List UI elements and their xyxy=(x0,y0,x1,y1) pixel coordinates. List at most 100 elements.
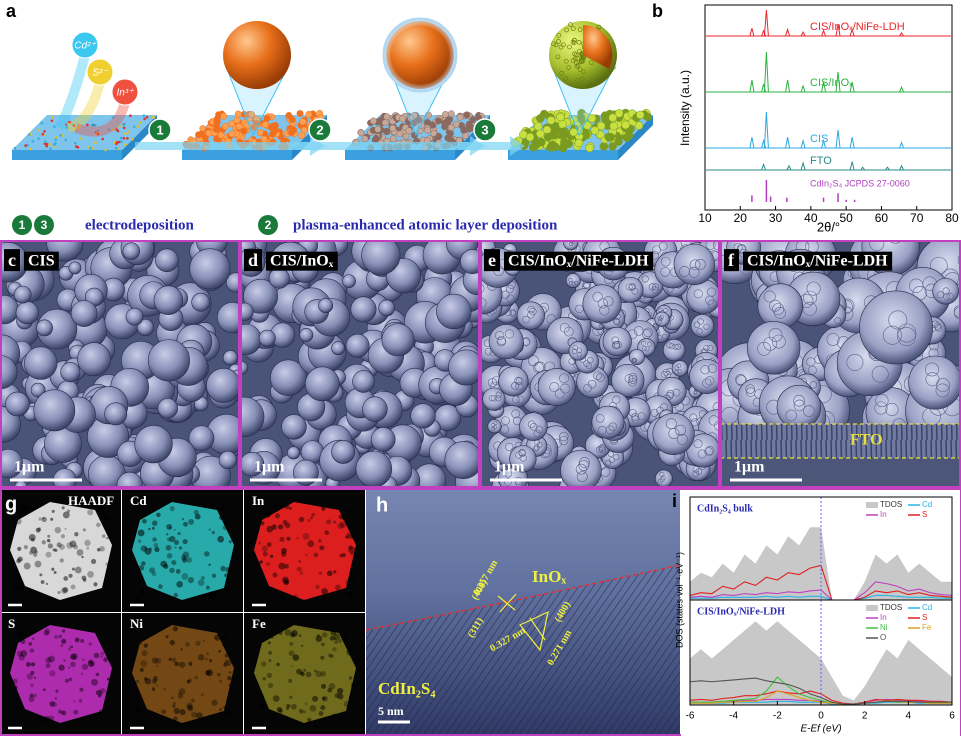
x-tick-label: -2 xyxy=(773,711,782,722)
flake xyxy=(658,241,668,251)
map-noise xyxy=(70,661,76,668)
grain xyxy=(345,333,370,358)
map-noise xyxy=(197,654,205,661)
ion-trail xyxy=(66,80,105,133)
particle xyxy=(435,132,443,140)
flake xyxy=(803,290,818,305)
grain xyxy=(258,329,276,347)
map-noise xyxy=(29,551,33,555)
flake xyxy=(942,287,950,295)
map-noise xyxy=(68,573,73,578)
map-noise xyxy=(340,514,344,518)
map-noise xyxy=(181,573,189,580)
particle xyxy=(305,110,313,118)
map-noise xyxy=(343,637,347,640)
map-noise xyxy=(224,573,228,578)
flake xyxy=(522,315,530,324)
flake xyxy=(696,328,703,335)
series-label: CIS/InOₓ/NiFe-LDH xyxy=(810,21,905,33)
map-noise xyxy=(301,644,304,648)
flake xyxy=(943,293,951,301)
grain xyxy=(652,412,695,456)
map-noise xyxy=(320,683,327,689)
flake xyxy=(785,409,798,422)
particle xyxy=(269,130,276,138)
flake xyxy=(693,439,703,449)
flake xyxy=(628,372,638,382)
map-noise xyxy=(279,536,285,542)
map-noise xyxy=(93,582,98,587)
map-noise xyxy=(173,528,176,531)
map-noise xyxy=(333,633,340,641)
map-noise xyxy=(156,664,159,668)
map-noise xyxy=(26,673,33,680)
ion-dot xyxy=(43,130,46,133)
flake xyxy=(935,383,950,398)
map-noise xyxy=(33,676,37,679)
map-noise xyxy=(222,643,226,647)
map-noise xyxy=(57,709,63,714)
particle xyxy=(288,115,296,123)
grain xyxy=(268,267,290,289)
map-noise xyxy=(197,579,205,587)
title-group: f CIS/InOₓ/NiFe-LDH xyxy=(724,249,893,272)
map-noise xyxy=(17,631,23,636)
map-noise xyxy=(25,505,31,512)
ion-dot xyxy=(53,125,56,128)
map-noise xyxy=(288,650,295,657)
map-noise xyxy=(166,537,172,542)
flake xyxy=(936,291,944,299)
particle xyxy=(548,140,558,150)
map-noise xyxy=(152,678,157,684)
map-noise xyxy=(79,687,84,692)
ion-dot xyxy=(129,114,132,118)
flake xyxy=(697,449,707,459)
map-noise xyxy=(49,701,55,707)
particle xyxy=(217,131,225,139)
ion-dot xyxy=(76,146,80,149)
map-noise xyxy=(194,675,199,680)
flake xyxy=(529,307,537,316)
grain xyxy=(498,366,529,397)
peak xyxy=(899,85,905,93)
flake xyxy=(674,424,686,436)
ion-dot xyxy=(77,126,81,130)
ldh-flake xyxy=(571,40,577,46)
flake xyxy=(612,395,621,404)
shell xyxy=(382,17,458,93)
peak xyxy=(800,84,806,93)
grain xyxy=(116,471,143,488)
map-noise xyxy=(54,697,57,700)
map-noise xyxy=(182,557,188,563)
map-noise xyxy=(149,567,156,574)
particle xyxy=(542,125,552,135)
map-noise xyxy=(333,520,337,524)
map-noise xyxy=(67,647,72,651)
flake xyxy=(688,267,700,278)
x-tick-label: 60 xyxy=(875,211,889,225)
map-noise xyxy=(350,682,358,689)
peak xyxy=(849,137,855,149)
grain xyxy=(686,433,720,468)
grain xyxy=(70,300,98,327)
flake xyxy=(834,317,842,325)
map-noise xyxy=(29,693,34,698)
map-noise xyxy=(156,684,159,687)
flake xyxy=(705,445,715,455)
map-noise xyxy=(140,660,148,668)
map-noise xyxy=(169,567,175,574)
map-noise xyxy=(228,540,232,544)
map-noise xyxy=(296,537,299,540)
map-noise xyxy=(54,526,62,534)
map-noise xyxy=(220,592,224,597)
map-noise xyxy=(271,587,274,590)
particle xyxy=(213,118,221,126)
map-noise xyxy=(143,676,148,681)
map-noise xyxy=(166,523,173,530)
map-noise xyxy=(321,642,325,647)
particle xyxy=(456,113,464,121)
flake xyxy=(613,318,621,326)
flake xyxy=(660,267,671,277)
map-noise xyxy=(135,706,142,714)
map-noise xyxy=(188,661,193,666)
